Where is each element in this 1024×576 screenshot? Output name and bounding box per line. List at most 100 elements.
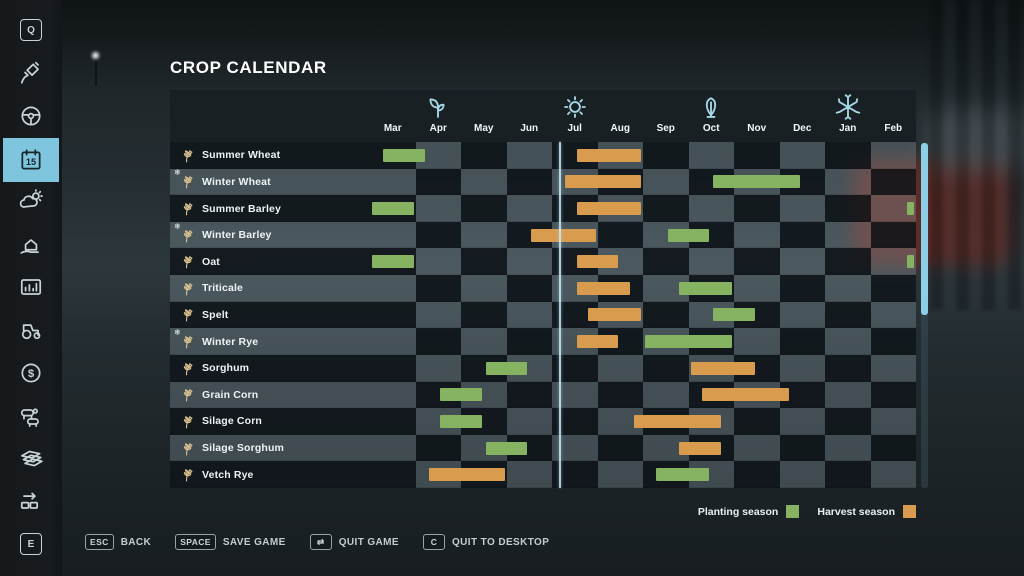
crop-icon (178, 413, 195, 430)
calendar-cell (461, 275, 507, 302)
month-label-jun: Jun (520, 123, 539, 134)
calendar-icon: 15 (18, 147, 44, 173)
calendar-cell (825, 408, 871, 435)
harvest-bar (576, 335, 619, 349)
calendar-cell (870, 168, 916, 196)
calendar-cell (825, 221, 871, 249)
crop-label-cell: Silage Sorghum (170, 434, 370, 462)
planting-bar (440, 388, 482, 402)
calendar-cell (506, 168, 552, 196)
month-label-oct: Oct (702, 123, 720, 134)
back-button[interactable]: ESC BACK (85, 534, 151, 550)
autumn-icon (697, 93, 725, 121)
crop-row: Oat (170, 248, 916, 276)
keycap-⇄: ⇄ (309, 534, 332, 550)
calendar-cell (870, 354, 916, 382)
contracts-icon (18, 445, 44, 471)
finances-house-icon (18, 231, 44, 257)
crop-name: Triticale (202, 282, 244, 295)
crop-label-cell: ❄ Winter Barley (170, 221, 370, 249)
quit-game-button[interactable]: ⇄ QUIT GAME (309, 534, 399, 550)
satellite-icon (18, 60, 44, 86)
crop-name: Grain Corn (202, 388, 259, 401)
calendar-cell (643, 248, 689, 276)
calendar-cell (461, 221, 507, 249)
sidebar-item-production[interactable] (10, 480, 52, 522)
crop-row: ❄ Winter Wheat (170, 168, 916, 196)
crop-label-cell: Oat (170, 248, 370, 276)
crop-icon (178, 386, 195, 403)
crop-icon: ❄ (174, 222, 195, 244)
planting-bar (440, 414, 482, 428)
sidebar-item-satellite[interactable] (10, 52, 52, 94)
calendar-cell (825, 434, 871, 462)
crop-name: Oat (202, 255, 220, 268)
sidebar-item-calendar[interactable]: 15 (3, 138, 59, 182)
calendar-cell (415, 354, 461, 382)
planting-bar (656, 468, 710, 482)
winter-snowflake-icon: ❄ (174, 328, 181, 338)
production-icon (18, 488, 44, 514)
calendar-cell (415, 434, 461, 462)
sidebar-item-statistics[interactable] (10, 266, 52, 308)
crop-label-cell: Summer Wheat (170, 142, 370, 169)
calendar-cell (643, 301, 689, 329)
harvest-bar (633, 414, 721, 428)
calendar-cell (370, 434, 416, 462)
keycap-space: SPACE (175, 534, 216, 550)
calendar-cell (870, 301, 916, 329)
calendar-cell (825, 381, 871, 409)
save-game-button[interactable]: SPACE SAVE GAME (175, 534, 286, 550)
calendar-cell (870, 381, 916, 409)
scrollbar-thumb[interactable] (921, 143, 928, 315)
sidebar-item-hotkey-q[interactable]: Q (10, 9, 52, 51)
calendar-cell (415, 195, 461, 222)
money-icon: $ (18, 360, 44, 386)
crop-row: Summer Barley (170, 195, 916, 222)
crop-name: Winter Rye (202, 335, 259, 348)
scrollbar-track[interactable] (921, 143, 928, 488)
summer-icon (561, 93, 589, 121)
tractor-icon (18, 317, 44, 343)
crop-row: ❄ Winter Barley (170, 221, 916, 249)
planting-bar (485, 361, 528, 375)
sidebar-item-steering-wheel[interactable] (10, 95, 52, 137)
calendar-cell (870, 328, 916, 355)
sidebar-item-weather[interactable] (10, 180, 52, 222)
planting-bar (906, 255, 914, 269)
calendar-cell (825, 142, 871, 169)
planting-bar (383, 148, 425, 162)
crop-icon (178, 280, 195, 297)
month-label-jul: Jul (567, 123, 582, 134)
calendar-cell (506, 301, 552, 329)
calendar-cell (734, 461, 780, 488)
month-label-sep: Sep (656, 123, 675, 134)
calendar-header: Mar Apr May Jun Jul Aug Sep Oct Nov Dec Jan Feb (170, 90, 916, 142)
sidebar-item-finances-house[interactable] (10, 223, 52, 265)
winter-icon (834, 93, 862, 121)
calendar-cell (779, 142, 825, 169)
calendar-cell (643, 142, 689, 169)
sidebar-item-hotkey-e[interactable]: E (10, 523, 52, 565)
calendar-cell (779, 248, 825, 276)
background-trees (930, 0, 1024, 310)
statistics-icon (18, 274, 44, 300)
calendar-cell (779, 221, 825, 249)
calendar-cell (870, 461, 916, 488)
planting-bar (713, 308, 755, 322)
quit-to-desktop-button[interactable]: C QUIT TO DESKTOP (422, 534, 549, 550)
calendar-cell (506, 248, 552, 276)
sidebar-item-money[interactable]: $ (10, 352, 52, 394)
sidebar-item-animals[interactable] (10, 395, 52, 437)
hotkey-label: QUIT GAME (338, 536, 399, 548)
calendar-cell (734, 142, 780, 169)
calendar-cell (506, 275, 552, 302)
calendar-cell (506, 408, 552, 435)
harvest-legend-swatch (903, 505, 916, 518)
sidebar-item-tractor[interactable] (10, 309, 52, 351)
calendar-cell (734, 408, 780, 435)
crop-icon (178, 360, 195, 377)
planting-bar (906, 202, 914, 216)
sidebar-item-contracts[interactable] (10, 437, 52, 479)
